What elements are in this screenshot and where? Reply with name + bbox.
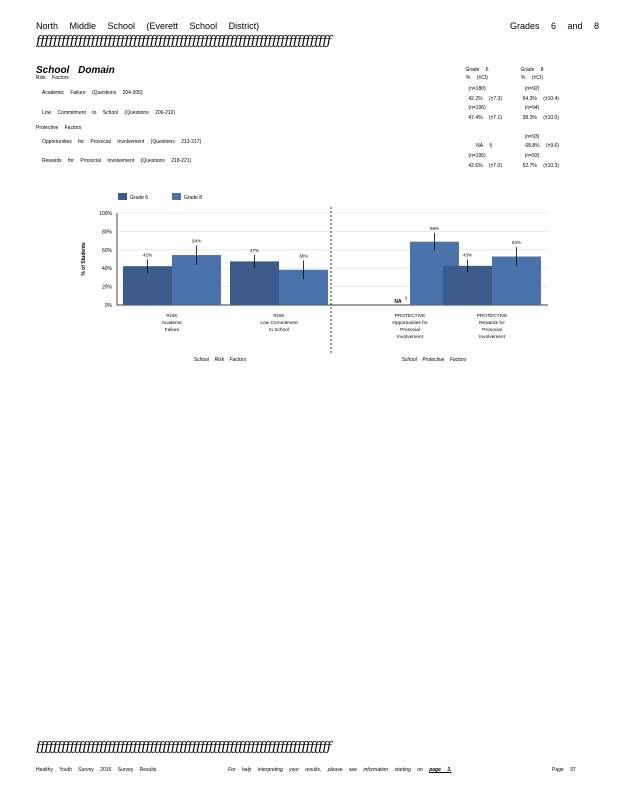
header-rule: ƒƒƒƒƒƒƒƒƒƒƒƒƒƒƒƒƒƒƒƒƒƒƒƒƒƒƒƒƒƒƒƒƒƒƒƒƒƒƒƒ… xyxy=(36,34,331,49)
data-label: 69% xyxy=(430,226,439,231)
y-tick-label: 100% xyxy=(99,211,112,217)
group-label-risk: School Risk Factors xyxy=(194,357,247,363)
table-cell-n-grade8: (n=92) xyxy=(524,86,540,92)
footer-rule: ƒƒƒƒƒƒƒƒƒƒƒƒƒƒƒƒƒƒƒƒƒƒƒƒƒƒƒƒƒƒƒƒƒƒƒƒƒƒƒƒ… xyxy=(36,740,331,755)
table-cell-n-grade6: (n=195) xyxy=(468,153,486,159)
x-category-label: RISK xyxy=(166,313,178,319)
footer-help-sentence: For help interpreting your results, plea… xyxy=(228,767,423,773)
x-category-label: Rewards for xyxy=(479,320,505,326)
col-sub-grade8: % (±CI) xyxy=(521,75,543,81)
bar xyxy=(230,261,279,305)
legend-swatch xyxy=(118,193,127,200)
footer-page-link[interactable]: page 3. xyxy=(429,767,452,773)
x-category-label: Opportunities for xyxy=(392,320,428,326)
table-cell-value-grade6: 47.4% (±7.1) xyxy=(468,115,502,121)
x-category-label: Involvement xyxy=(397,334,424,340)
legend-swatch xyxy=(172,193,181,200)
table-cell-value-grade6: 42.6% (±7.0) xyxy=(468,163,502,169)
table-cell-n-grade8: (n=93) xyxy=(524,134,540,140)
y-tick-label: 40% xyxy=(102,266,113,272)
col-header-grade6: Grade 6 xyxy=(465,67,489,73)
table-cell-value-grade6: NA § xyxy=(476,143,492,149)
x-category-label: Prosocial xyxy=(482,327,502,333)
footer-help-text: For help interpreting your results, plea… xyxy=(228,767,451,773)
legend-label: Grade 6 xyxy=(130,195,148,201)
legend-label: Grade 8 xyxy=(184,195,202,201)
footer-survey-label: Healthy Youth Survey 2016 Survey Results xyxy=(36,767,157,773)
table-cell-value-grade8: 52.7% (±10.3) xyxy=(522,163,559,169)
protective-item-opportunities: Opportunities for Prosocial Involvement … xyxy=(42,139,202,145)
school-domain-bar-chart: 0% 20% 40% 60% 80% 100% % of Students Grade 6 Gr… xyxy=(81,193,548,363)
x-category-label: Low Commitment xyxy=(260,320,298,326)
data-label: 47% xyxy=(250,248,259,253)
risk-item-low-commitment: Low Commitment to School (Questions 206-… xyxy=(42,110,176,116)
protective-item-rewards: Rewards for Prosocial Involvement (Quest… xyxy=(42,158,192,164)
data-label: 43% xyxy=(463,252,472,257)
table-cell-value-grade6: 42.2% (±7.3) xyxy=(468,96,502,102)
x-category-label: to School xyxy=(269,327,289,333)
y-axis-label: % of Students xyxy=(81,242,87,276)
na-label: NA xyxy=(394,299,402,305)
risk-item-academic-failure: Academic Failure (Questions 204-205) xyxy=(42,90,143,96)
table-cell-value-grade8: 54.3% (±10.4) xyxy=(522,96,559,102)
col-header-grade8: Grade 8 xyxy=(520,67,544,73)
table-cell-n-grade6: (n=180) xyxy=(468,86,486,92)
y-tick-label: 20% xyxy=(102,285,113,291)
col-sub-grade6: % (±CI) xyxy=(466,75,488,81)
table-cell-n-grade8: (n=93) xyxy=(524,153,540,159)
table-cell-value-grade8: 38.3% (±10.0) xyxy=(522,115,559,121)
footer-page-number: Page 37 xyxy=(552,767,576,773)
x-category-label: PROTECTIVE xyxy=(477,313,508,319)
school-name: North Middle School (Everett School Dist… xyxy=(36,21,260,31)
data-label: 54% xyxy=(192,238,201,243)
x-category-label: Prosocial xyxy=(400,327,420,333)
data-label: 38% xyxy=(299,254,308,259)
grades-label: Grades 6 and 8 xyxy=(510,21,600,31)
table-cell-value-grade8: 68.8% (±9.6) xyxy=(525,143,559,149)
domain-title: School Domain xyxy=(36,65,115,76)
y-tick-label: 60% xyxy=(102,248,113,254)
group-label-protective: School Protective Factors xyxy=(402,357,467,363)
y-tick-label: 80% xyxy=(102,229,113,235)
data-label: 42% xyxy=(143,252,152,257)
x-category-label: RISK xyxy=(273,313,285,319)
table-cell-n-grade8: (n=94) xyxy=(524,105,540,111)
chart-plot: 0% 20% 40% 60% 80% 100% % of Students Grade 6 Gr… xyxy=(81,193,548,363)
na-footnote-mark: § xyxy=(405,295,407,300)
x-category-label: Involvement xyxy=(479,334,506,340)
x-category-label: Academic xyxy=(161,320,183,326)
risk-factors-heading: Risk Factors xyxy=(36,75,69,81)
table-cell-n-grade6: (n=196) xyxy=(468,105,486,111)
y-tick-label: 0% xyxy=(105,303,113,309)
x-category-label: Failure xyxy=(165,327,180,333)
data-label: 53% xyxy=(512,240,521,245)
x-category-label: PROTECTIVE xyxy=(395,313,426,319)
protective-factors-heading: Protective Factors xyxy=(36,125,82,131)
bar xyxy=(443,265,492,305)
